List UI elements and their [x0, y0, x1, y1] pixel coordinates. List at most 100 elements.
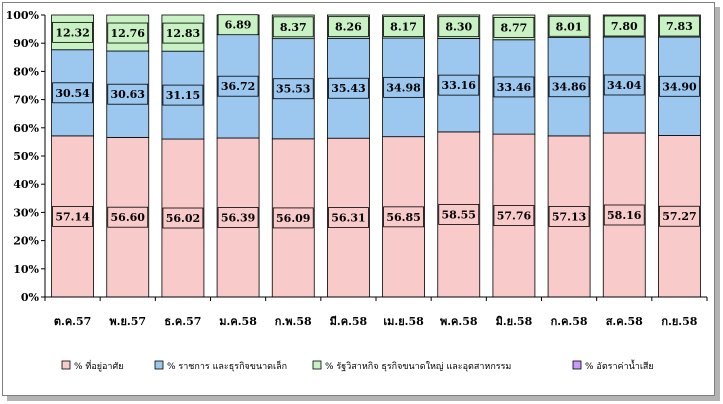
data-label-box-2-3 [162, 84, 204, 106]
data-label-box-1-4 [217, 207, 259, 228]
y-tick-label: 90% [13, 37, 39, 50]
data-label-1-5: 56.09 [276, 212, 310, 225]
data-label-box-3-10 [548, 15, 590, 37]
data-label-1-2: 56.60 [111, 211, 146, 224]
data-label-box-1-3 [162, 207, 204, 229]
x-tick-label: เม.ย.58 [383, 315, 424, 328]
data-label-box-3-2 [107, 22, 149, 44]
data-label-box-2-12 [659, 75, 700, 97]
data-label-1-7: 56.85 [386, 211, 420, 224]
data-label-box-2-11 [603, 74, 645, 96]
data-label-box-3-4 [217, 14, 259, 36]
data-label-box-2-2 [107, 83, 149, 105]
legend-label-2: % ราชการ และธุรกิจขนาดเล็ก [167, 359, 287, 372]
legend-swatch-3 [312, 360, 322, 370]
x-tick-label: พ.ย.57 [109, 315, 146, 328]
x-tick-label: ส.ค.58 [606, 315, 643, 328]
data-label-box-1-6 [328, 207, 369, 229]
data-label-3-4: 6.89 [225, 19, 252, 32]
legend-label-3: % รัฐวิสาหกิจ ธุรกิจขนาดใหญ่ และอุตสาหกร… [325, 361, 511, 372]
data-label-3-5: 8.37 [280, 21, 307, 34]
data-label-1-1: 57.14 [55, 210, 90, 223]
data-label-3-9: 8.77 [501, 21, 528, 34]
data-label-box-1-12 [659, 205, 700, 227]
data-label-box-3-5 [272, 16, 314, 38]
data-label-2-3: 31.15 [166, 89, 200, 102]
data-label-3-1: 12.32 [55, 26, 89, 39]
data-label-3-8: 8.30 [445, 21, 472, 34]
data-label-1-12: 57.27 [662, 210, 696, 223]
data-label-2-4: 36.72 [221, 80, 255, 93]
legend-label-1: % ที่อยู่อาศัย [74, 359, 123, 372]
data-label-3-6: 8.26 [335, 21, 362, 34]
data-label-box-1-7 [383, 206, 424, 228]
data-label-2-5: 35.53 [276, 83, 310, 96]
data-label-box-1-9 [493, 205, 535, 226]
data-label-3-3: 12.83 [166, 27, 200, 40]
y-tick-label: 30% [13, 206, 39, 219]
data-label-2-10: 34.86 [552, 81, 587, 94]
legend: % ที่อยู่อาศัย % ราชการ และธุรกิจขนาดเล็ก… [61, 359, 654, 372]
data-label-box-3-1 [52, 21, 93, 43]
legend-swatch-1 [61, 360, 71, 370]
y-tick-label: 20% [13, 235, 39, 248]
data-label-box-3-9 [493, 16, 535, 38]
data-label-box-2-5 [272, 78, 314, 100]
x-tick-label: พ.ค.58 [440, 315, 478, 328]
data-label-1-10: 57.13 [552, 210, 586, 223]
data-label-box-2-10 [548, 76, 590, 98]
data-label-box-1-2 [107, 206, 149, 228]
y-tick-label: 80% [13, 65, 39, 78]
data-label-3-7: 8.17 [390, 21, 417, 34]
x-tick-label: มิ.ย.58 [496, 315, 533, 328]
legend-label-4: % อัตราค่าน้ำเสีย [585, 359, 654, 372]
y-tick-label: 10% [13, 263, 39, 276]
data-label-3-2: 12.76 [111, 27, 146, 40]
data-label-3-11: 7.80 [611, 20, 638, 33]
data-label-box-3-7 [383, 16, 424, 37]
data-label-3-12: 7.83 [666, 20, 693, 33]
x-tick-label: ธ.ค.57 [164, 315, 201, 328]
x-tick-label: ก.พ.58 [275, 315, 312, 328]
data-label-box-1-10 [548, 206, 590, 227]
data-labels-layer: 57.14 30.54 12.32 56.60 30.63 12.76 56.02 31.15… [52, 14, 700, 229]
x-tick-label: ต.ค.57 [54, 315, 91, 328]
x-tick-label: ม.ค.58 [219, 315, 257, 328]
data-label-1-6: 56.31 [331, 212, 365, 225]
data-label-2-1: 30.54 [55, 87, 90, 100]
data-label-2-11: 34.04 [607, 79, 642, 92]
data-label-1-11: 58.16 [607, 209, 642, 222]
data-label-1-4: 56.39 [221, 211, 255, 224]
data-label-box-1-8 [438, 204, 480, 225]
bars-layer [51, 14, 701, 298]
data-label-box-1-5 [272, 207, 314, 229]
data-label-box-3-3 [162, 22, 204, 44]
y-tick-label: 60% [13, 122, 39, 135]
data-label-2-6: 35.43 [331, 82, 365, 95]
data-label-1-9: 57.76 [497, 210, 532, 223]
legend-swatch-2 [154, 360, 164, 370]
data-label-box-3-11 [603, 15, 645, 37]
y-tick-label: 70% [13, 94, 39, 107]
x-tick-label: ก.ค.58 [551, 315, 588, 328]
legend-swatch-4 [572, 360, 582, 370]
data-label-2-12: 34.90 [662, 80, 697, 93]
data-label-box-1-11 [603, 204, 645, 226]
data-label-box-2-8 [438, 74, 480, 96]
data-label-2-9: 33.46 [497, 81, 532, 94]
data-label-box-2-7 [383, 76, 424, 98]
data-label-1-3: 56.02 [166, 212, 200, 225]
y-tick-label: 40% [13, 178, 39, 191]
data-label-box-3-8 [438, 16, 480, 38]
data-label-3-10: 8.01 [556, 20, 583, 33]
data-label-2-8: 33.16 [442, 79, 477, 92]
data-label-box-2-6 [328, 77, 369, 99]
data-label-box-3-6 [328, 16, 369, 38]
x-tick-label: มี.ค.58 [330, 315, 368, 328]
data-label-box-2-1 [52, 82, 93, 104]
axis-layer: 0% 10% 20% 30% 40% 50% 60% 70% 80% 90% 100% ต.ค.57 พ… [6, 9, 708, 328]
data-label-box-2-4 [217, 75, 259, 97]
data-label-box-1-1 [52, 206, 93, 227]
x-tick-label: ก.ย.58 [661, 315, 697, 328]
